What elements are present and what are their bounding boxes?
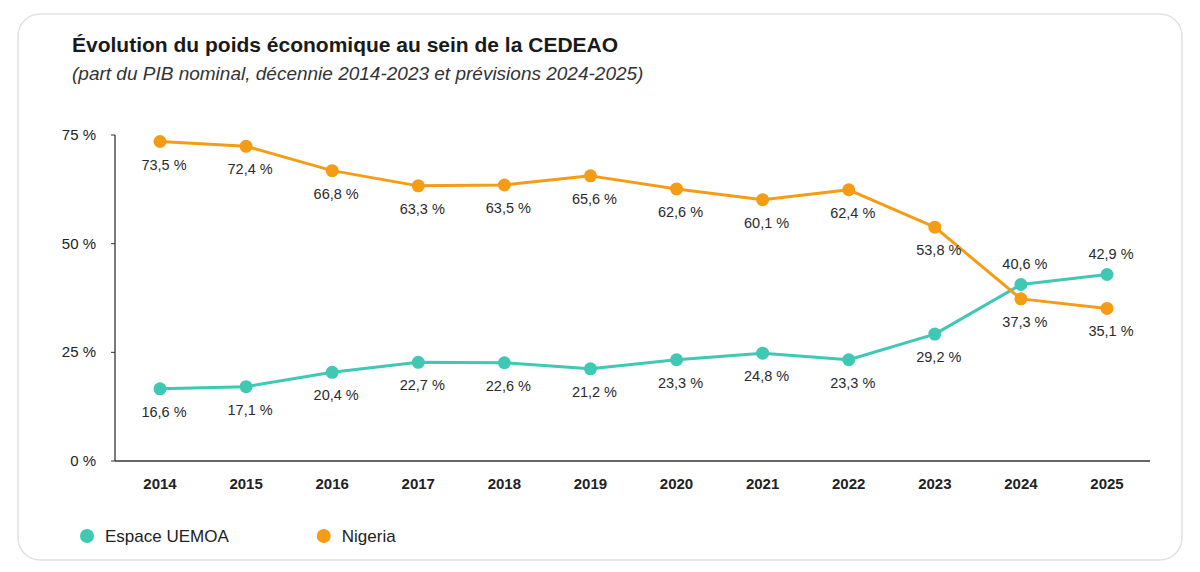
- series-marker: [756, 193, 769, 206]
- series-marker: [412, 356, 425, 369]
- y-tick: [111, 243, 115, 244]
- data-label: 24,8 %: [744, 368, 789, 384]
- y-axis: [114, 135, 115, 461]
- series-marker: [412, 179, 425, 192]
- card: [18, 14, 1182, 560]
- series-marker: [326, 366, 339, 379]
- data-label: 72,4 %: [228, 161, 273, 177]
- x-tick-label: 2021: [746, 475, 779, 492]
- legend-label: Espace UEMOA: [105, 527, 229, 546]
- data-label: 40,6 %: [1002, 256, 1047, 272]
- series-marker: [584, 362, 597, 375]
- data-label: 35,1 %: [1088, 323, 1133, 339]
- data-label: 17,1 %: [228, 402, 273, 418]
- data-label: 29,2 %: [916, 349, 961, 365]
- series-marker: [1101, 268, 1114, 281]
- legend-marker: [80, 529, 94, 543]
- data-label: 23,3 %: [658, 375, 703, 391]
- y-tick-label: 0 %: [70, 452, 96, 469]
- y-tick-label: 75 %: [62, 126, 96, 143]
- x-tick-label: 2019: [574, 475, 607, 492]
- series-marker: [498, 356, 511, 369]
- y-tick-label: 25 %: [62, 343, 96, 360]
- data-label: 16,6 %: [141, 404, 186, 420]
- series-marker: [154, 382, 167, 395]
- x-tick-label: 2025: [1090, 475, 1123, 492]
- y-tick: [111, 352, 115, 353]
- data-label: 66,8 %: [314, 186, 359, 202]
- legend-marker: [317, 529, 331, 543]
- data-label: 42,9 %: [1088, 246, 1133, 262]
- series-marker: [670, 353, 683, 366]
- x-tick-label: 2022: [832, 475, 865, 492]
- series-marker: [498, 178, 511, 191]
- data-label: 53,8 %: [916, 242, 961, 258]
- data-label: 73,5 %: [141, 157, 186, 173]
- data-label: 63,5 %: [486, 200, 531, 216]
- series-marker: [584, 169, 597, 182]
- x-tick-label: 2018: [488, 475, 521, 492]
- series-marker: [326, 164, 339, 177]
- legend-label: Nigeria: [342, 527, 396, 546]
- x-tick-label: 2023: [918, 475, 951, 492]
- series-line: [160, 142, 1107, 309]
- series-marker: [928, 328, 941, 341]
- x-tick-label: 2014: [143, 475, 177, 492]
- data-labels: 16,6 % 17,1 % 20,4 % 22,7 % 22,6 % 21,2 % 23,3…: [141, 157, 1133, 420]
- data-label: 20,4 %: [314, 387, 359, 403]
- series-marker: [240, 140, 253, 153]
- y-tick-label: 50 %: [62, 235, 96, 252]
- series-marker: [842, 183, 855, 196]
- x-tick-label: 2020: [660, 475, 693, 492]
- x-axis: [115, 460, 1150, 461]
- series-marker: [670, 182, 683, 195]
- x-tick-label: 2024: [1004, 475, 1038, 492]
- series-marker: [1101, 302, 1114, 315]
- data-label: 65,6 %: [572, 191, 617, 207]
- series-marker: [928, 221, 941, 234]
- x-tick-label: 2017: [402, 475, 435, 492]
- data-label: 37,3 %: [1002, 314, 1047, 330]
- data-label: 22,7 %: [400, 377, 445, 393]
- chart: Évolution du poids économique au sein de…: [0, 0, 1200, 572]
- series-line: [160, 275, 1107, 389]
- data-label: 23,3 %: [830, 375, 875, 391]
- series-marker: [1014, 292, 1027, 305]
- title: Évolution du poids économique au sein de…: [72, 33, 618, 56]
- series-marker: [240, 380, 253, 393]
- series-marker: [756, 347, 769, 360]
- y-tick: [111, 461, 115, 462]
- series-marker: [1014, 278, 1027, 291]
- data-label: 22,6 %: [486, 378, 531, 394]
- series-marker: [154, 135, 167, 148]
- subtitle: (part du PIB nominal, décennie 2014-2023…: [72, 63, 643, 84]
- legend: Espace UEMOA Nigeria: [80, 527, 396, 546]
- data-label: 60,1 %: [744, 215, 789, 231]
- data-label: 62,4 %: [830, 205, 875, 221]
- data-label: 21,2 %: [572, 384, 617, 400]
- plot-data: [154, 135, 1114, 395]
- data-label: 62,6 %: [658, 204, 703, 220]
- data-label: 63,3 %: [400, 201, 445, 217]
- x-tick-label: 2016: [315, 475, 348, 492]
- y-tick: [111, 135, 115, 136]
- series-marker: [842, 353, 855, 366]
- x-tick-label: 2015: [229, 475, 262, 492]
